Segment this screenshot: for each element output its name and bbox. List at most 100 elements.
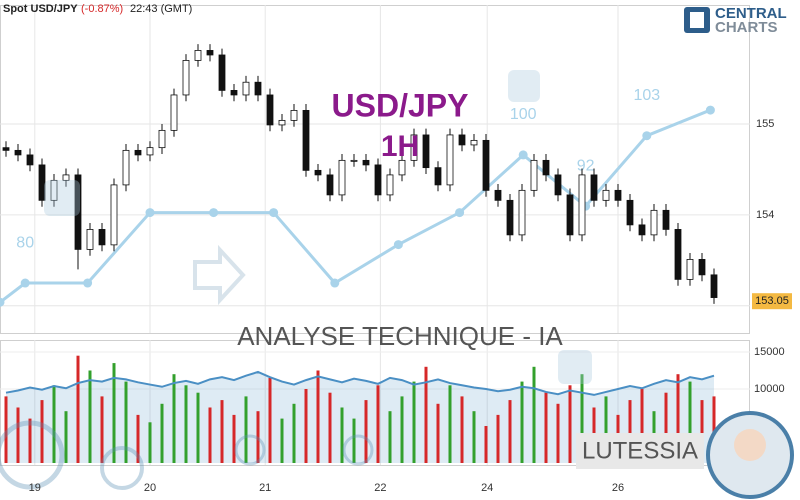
candle-body: [242, 81, 250, 96]
candle-body: [698, 259, 706, 276]
candle-body: [554, 174, 562, 196]
candle-body: [206, 50, 214, 56]
volume-bar: [208, 407, 212, 463]
volume-bar: [700, 400, 704, 463]
change: (-0.87%): [81, 3, 123, 15]
indicator-point: [705, 105, 715, 115]
candle-body: [710, 274, 718, 298]
candle-body: [626, 199, 634, 226]
volume-bar: [484, 425, 488, 463]
icon: [508, 70, 540, 102]
candle-body: [254, 81, 262, 96]
candle-body: [170, 94, 178, 131]
volume-bar: [28, 418, 32, 463]
volume-bar: [52, 385, 56, 463]
volume-bar: [100, 396, 104, 463]
x-tick-label: 24: [481, 482, 493, 494]
candle-body: [182, 60, 190, 96]
volume-average-area: [6, 371, 714, 463]
volume-bar: [640, 388, 644, 463]
volume-bar: [448, 385, 452, 463]
candle-body: [470, 139, 478, 146]
indicator-point: [518, 150, 528, 160]
volume-bar: [508, 400, 512, 463]
candle-body: [446, 134, 454, 186]
circle-icon: [0, 420, 65, 490]
volume-bar: [520, 381, 524, 463]
icon: [558, 350, 592, 384]
candle-body: [542, 159, 550, 176]
candle-body: [110, 184, 118, 246]
volume-bar: [376, 385, 380, 463]
last-price-label: 153.05: [755, 295, 789, 307]
indicator-point: [455, 208, 465, 218]
plot-layer: 15315415510000150008010092103: [0, 5, 785, 465]
indicator-point: [209, 208, 219, 218]
volume-bar: [172, 374, 176, 463]
circle-icon: [100, 446, 144, 490]
volume-bar: [496, 414, 500, 463]
logo-icon-inner: [690, 12, 704, 28]
candle-body: [350, 159, 358, 162]
candle-body: [422, 134, 430, 169]
candle-body: [290, 109, 298, 121]
candle-body: [218, 54, 226, 91]
indicator-point: [642, 131, 652, 141]
candle-body: [374, 164, 382, 196]
brand: LUTESSIA: [582, 437, 698, 464]
y-tick-label: 155: [756, 118, 774, 130]
y-tick-label: 15000: [754, 346, 785, 358]
candle-body: [2, 147, 10, 151]
brand-box: [576, 433, 704, 469]
volume-bar: [280, 418, 284, 463]
front-layer: 19 20 21 22 24 26 153.05: [29, 293, 792, 494]
x-tick-label: 22: [374, 482, 386, 494]
volume-bar: [196, 392, 200, 463]
volume-bar: [244, 396, 248, 463]
logo-text: CHARTS: [715, 19, 778, 36]
indicator-label: 92: [577, 157, 595, 174]
indicator-point: [83, 278, 93, 288]
indicator-label: 100: [510, 106, 537, 123]
arrow-icon: [193, 244, 246, 306]
logo-text: CENTRAL: [715, 5, 787, 22]
volume-bar: [364, 400, 368, 463]
candle-body: [74, 174, 82, 250]
volume-bar: [580, 374, 584, 463]
candle-body: [638, 224, 646, 236]
volume-bar: [400, 396, 404, 463]
icon: [44, 180, 80, 216]
volume-bar: [436, 403, 440, 463]
candle-body: [194, 50, 202, 61]
x-tick-label: 21: [259, 482, 271, 494]
candle-body: [14, 149, 22, 156]
candle-body: [38, 164, 46, 201]
candle-body: [134, 149, 142, 156]
candle-body: [386, 174, 394, 196]
watermark-caption: ANALYSE TECHNIQUE - IA: [237, 321, 563, 351]
volume-bar: [292, 403, 296, 463]
candle-body: [518, 189, 526, 236]
candle-body: [674, 229, 682, 280]
volume-bar: [532, 366, 536, 463]
circle-icon: [342, 434, 374, 466]
candle-body: [98, 229, 106, 246]
candle-body: [602, 189, 610, 201]
volume-bar: [664, 392, 668, 463]
price-panel: [0, 5, 750, 334]
volume-bar: [40, 400, 44, 463]
volume-bar: [388, 411, 392, 463]
volume-bar: [88, 370, 92, 463]
volume-bar: [412, 381, 416, 463]
volume-bar: [160, 403, 164, 463]
candle-body: [362, 159, 370, 166]
watermark-symbol: USD/JPY: [332, 87, 469, 123]
candle-body: [146, 147, 154, 156]
candle-body: [506, 199, 514, 236]
volume-panel: [0, 340, 750, 466]
x-tick-label: 19: [29, 482, 41, 494]
volume-average-line: [5, 370, 715, 396]
volume-bar: [76, 355, 80, 463]
avatar-face: [734, 429, 766, 461]
